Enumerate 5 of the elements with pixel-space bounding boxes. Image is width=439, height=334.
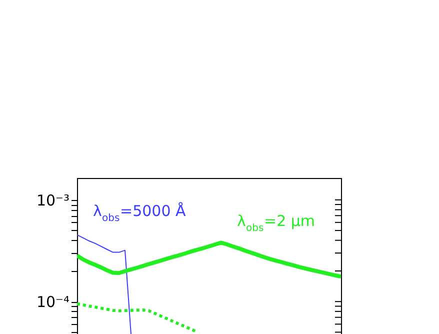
y-tick-label: 10⁻⁴ <box>36 293 70 312</box>
line-series <box>77 234 132 334</box>
line-series <box>77 240 341 279</box>
y-tick-label: 10⁻³ <box>36 191 70 210</box>
line-series <box>77 302 198 334</box>
